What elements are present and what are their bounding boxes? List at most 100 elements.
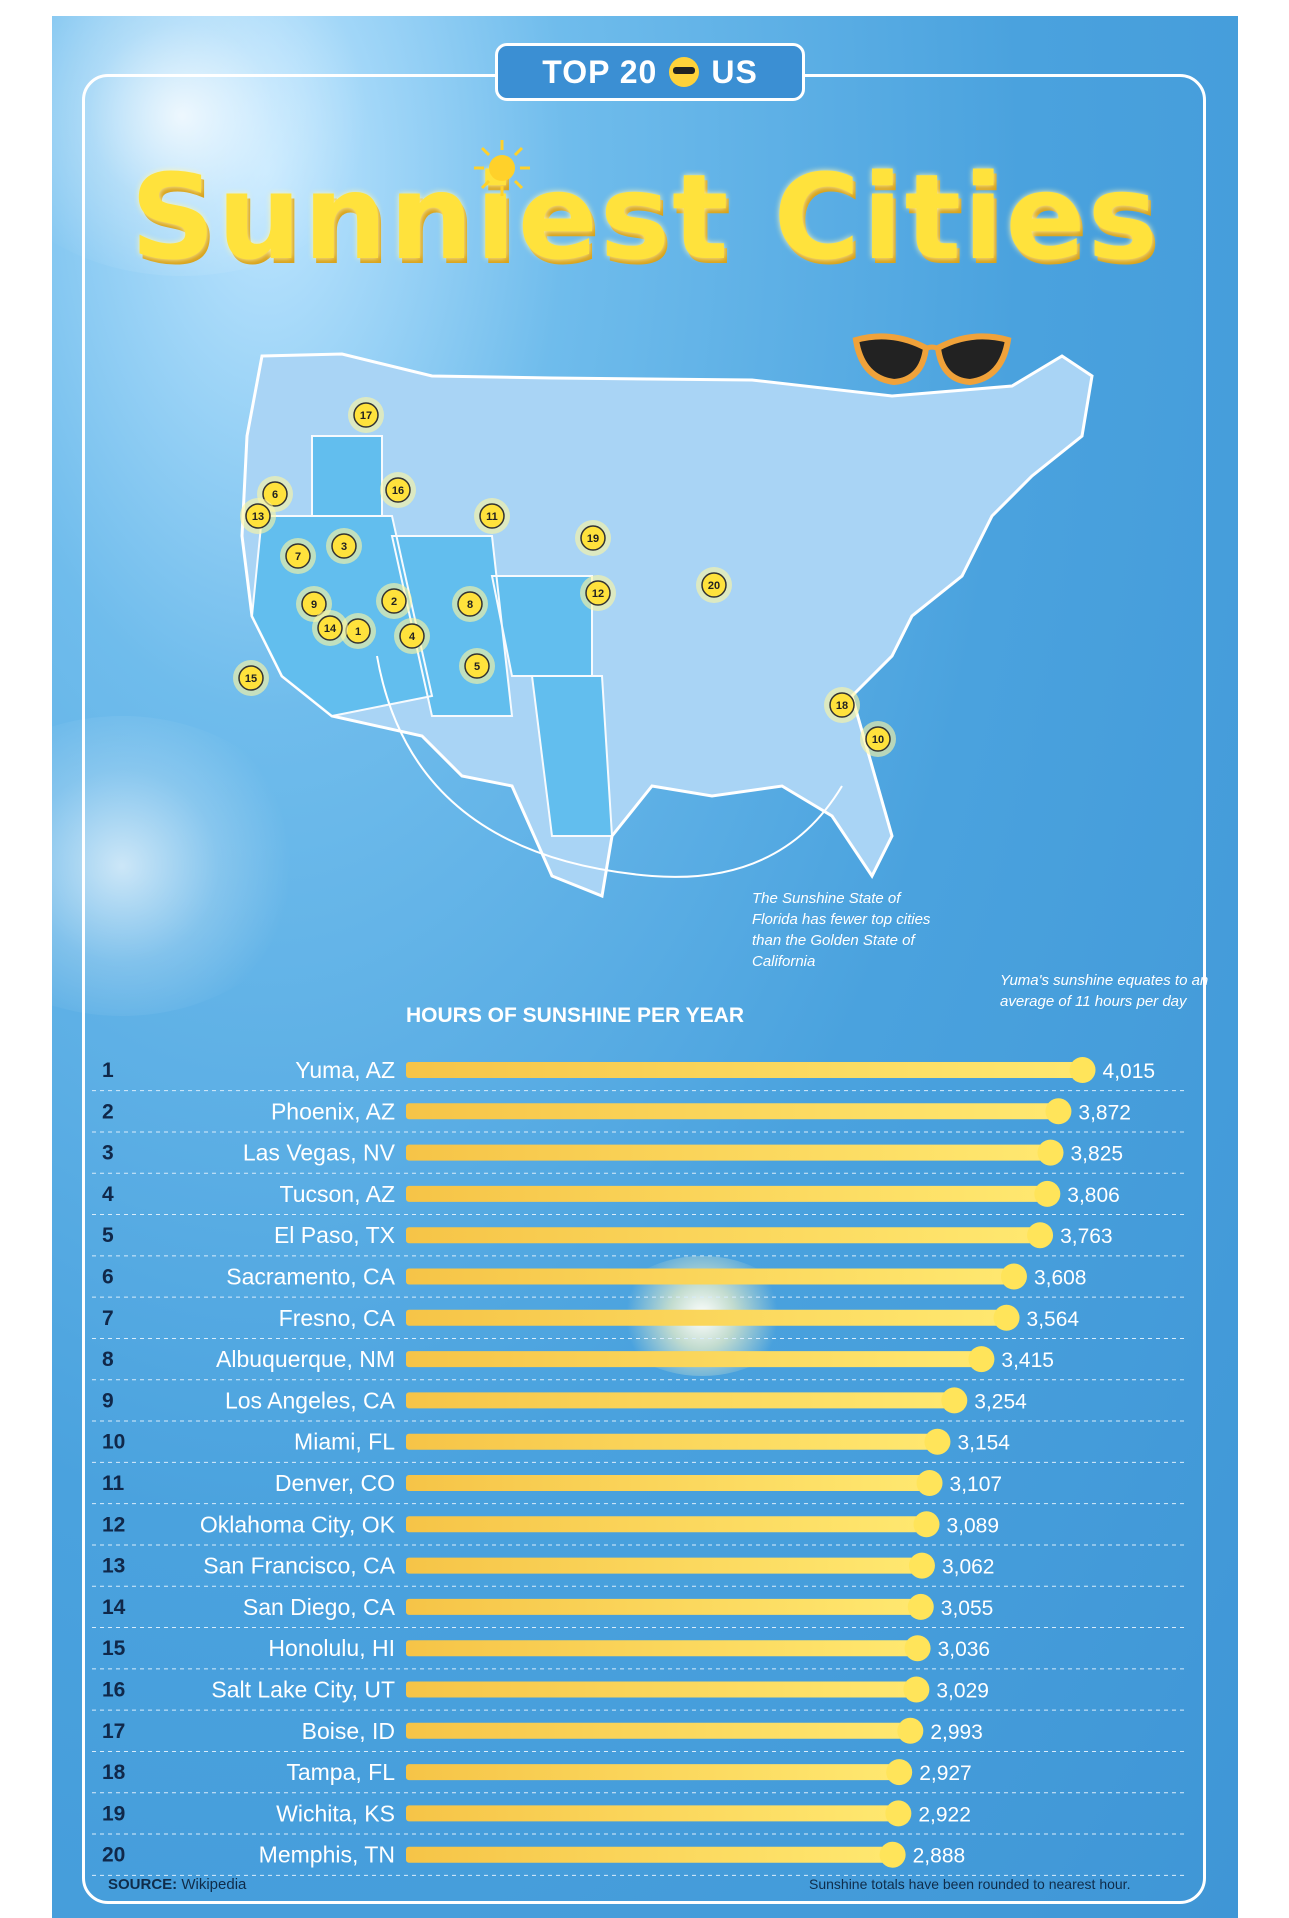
bar-end-dot xyxy=(886,1759,913,1786)
value-label: 3,608 xyxy=(1034,1267,1087,1290)
marker-number: 9 xyxy=(311,599,317,611)
city-marker: 16 xyxy=(380,472,416,508)
poster: TOP 20 US Sunniest Cities 1 2 3 4 5 6 7 8 9 10 11 1… xyxy=(52,16,1238,1918)
city-marker: 3 xyxy=(326,528,362,564)
rank-label: 20 xyxy=(102,1844,125,1867)
city-marker: 18 xyxy=(824,687,860,723)
sunshine-bar xyxy=(406,1144,1051,1161)
value-label: 2,888 xyxy=(913,1845,966,1868)
rank-label: 15 xyxy=(102,1637,126,1660)
rank-label: 4 xyxy=(102,1183,114,1206)
marker-number: 16 xyxy=(392,485,404,497)
value-label: 3,107 xyxy=(950,1473,1003,1496)
rank-label: 13 xyxy=(102,1555,125,1578)
bar-end-dot xyxy=(916,1470,943,1496)
marker-number: 1 xyxy=(355,626,361,638)
marker-number: 7 xyxy=(295,551,301,563)
city-label: El Paso, TX xyxy=(274,1222,395,1248)
sunglasses-icon xyxy=(852,333,1012,386)
sunshine-bar xyxy=(406,1516,927,1533)
rank-label: 12 xyxy=(102,1513,125,1536)
badge-left-text: TOP 20 xyxy=(542,53,658,90)
city-marker: 4 xyxy=(394,618,430,654)
marker-number: 20 xyxy=(708,580,720,592)
city-label: Tucson, AZ xyxy=(280,1181,395,1207)
rank-label: 18 xyxy=(102,1761,126,1784)
sunshine-bar xyxy=(406,1309,1007,1326)
marker-number: 4 xyxy=(409,631,416,643)
rank-label: 7 xyxy=(102,1307,114,1330)
bar-end-dot xyxy=(903,1676,930,1703)
sunshine-bar xyxy=(406,1268,1014,1285)
value-label: 3,806 xyxy=(1067,1184,1120,1207)
city-marker: 19 xyxy=(575,520,611,556)
rank-label: 11 xyxy=(102,1472,125,1495)
city-label: Sacramento, CA xyxy=(226,1264,395,1290)
sunshine-bar xyxy=(406,1640,918,1657)
city-marker: 15 xyxy=(233,660,269,696)
bar-end-dot xyxy=(885,1800,912,1827)
marker-number: 3 xyxy=(341,541,347,553)
city-marker: 12 xyxy=(580,575,616,611)
badge-right-text: US xyxy=(711,53,758,90)
value-label: 3,763 xyxy=(1060,1225,1113,1248)
rank-label: 10 xyxy=(102,1431,125,1454)
sunshine-bar xyxy=(406,1351,982,1368)
rank-label: 6 xyxy=(102,1266,114,1289)
city-label: San Francisco, CA xyxy=(203,1553,395,1579)
city-label: Oklahoma City, OK xyxy=(200,1511,396,1537)
rank-label: 9 xyxy=(102,1389,114,1412)
city-label: Wichita, KS xyxy=(276,1800,395,1826)
value-label: 4,015 xyxy=(1103,1060,1156,1083)
source-value: Wikipedia xyxy=(181,1876,247,1893)
value-label: 3,154 xyxy=(957,1432,1010,1455)
sunshine-bar xyxy=(406,1598,921,1615)
city-marker: 7 xyxy=(280,538,316,574)
rank-label: 5 xyxy=(102,1224,114,1247)
rank-label: 14 xyxy=(102,1596,126,1619)
bar-end-dot xyxy=(1027,1222,1054,1249)
city-label: Tampa, FL xyxy=(286,1759,395,1785)
map-annotation: The Sunshine State of Florida has fewer … xyxy=(752,890,931,970)
city-marker: 8 xyxy=(452,586,488,622)
value-label: 3,029 xyxy=(936,1680,989,1703)
value-label: 3,089 xyxy=(946,1514,999,1537)
rank-label: 3 xyxy=(102,1142,114,1165)
bar-end-dot xyxy=(879,1841,906,1868)
source-note: SOURCE: Wikipedia xyxy=(108,1876,246,1893)
sunshine-bar xyxy=(406,1475,930,1491)
sunshine-bar xyxy=(406,1681,917,1698)
city-marker: 17 xyxy=(348,397,384,433)
marker-number: 6 xyxy=(272,489,278,501)
value-label: 3,872 xyxy=(1078,1101,1131,1124)
city-label: Denver, CO xyxy=(275,1470,395,1496)
bar-end-dot xyxy=(907,1593,934,1620)
bar-end-dot xyxy=(908,1552,935,1579)
city-label: Salt Lake City, UT xyxy=(211,1677,395,1703)
marker-number: 15 xyxy=(245,673,257,685)
value-label: 2,993 xyxy=(930,1721,983,1744)
sunshine-bar xyxy=(406,1846,893,1863)
rank-label: 19 xyxy=(102,1802,125,1825)
marker-number: 10 xyxy=(872,734,884,746)
sunshine-bar xyxy=(406,1392,955,1409)
chart-heading: HOURS OF SUNSHINE PER YEAR xyxy=(406,1004,744,1027)
top-badge: TOP 20 US xyxy=(495,43,805,101)
sunshine-bar xyxy=(406,1433,938,1450)
city-marker: 2 xyxy=(376,583,412,619)
rank-label: 2 xyxy=(102,1100,114,1123)
annotation-arrow xyxy=(376,655,843,878)
city-label: Miami, FL xyxy=(294,1429,395,1455)
contiguous-us-shape xyxy=(240,352,1094,899)
source-label: SOURCE: xyxy=(108,1876,178,1893)
bar-end-dot xyxy=(993,1304,1020,1331)
value-label: 2,927 xyxy=(919,1762,972,1785)
marker-number: 17 xyxy=(360,410,372,422)
sunshine-bar xyxy=(406,1722,911,1739)
marker-number: 5 xyxy=(474,661,480,673)
rank-label: 1 xyxy=(102,1059,114,1082)
bar-end-dot xyxy=(904,1635,931,1662)
rank-label: 16 xyxy=(102,1679,125,1702)
bar-end-dot xyxy=(924,1428,951,1455)
